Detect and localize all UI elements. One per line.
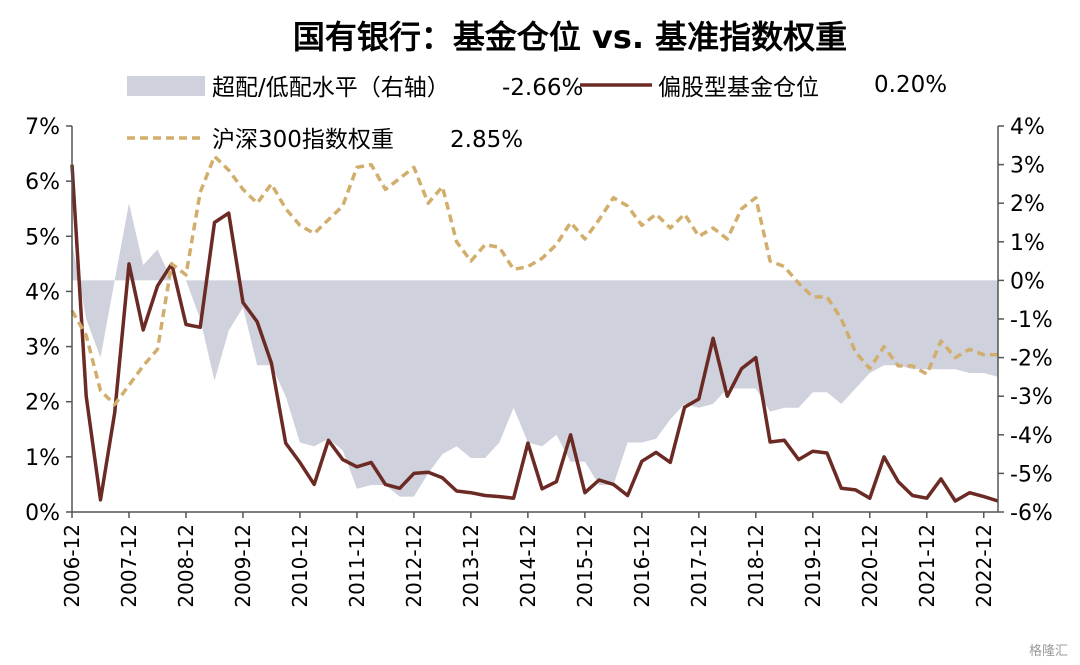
left-axis-tick-label: 2% (25, 391, 60, 416)
x-axis-tick-label: 2012-12 (402, 524, 426, 608)
x-axis-tick-label: 2008-12 (174, 524, 198, 608)
right-axis-tick-label: -2% (1010, 347, 1053, 372)
x-axis-tick-label: 2009-12 (231, 524, 255, 608)
area-series-layer (72, 203, 998, 497)
x-axis-tick-label: 2016-12 (630, 524, 654, 608)
left-axis-tick-label: 6% (25, 170, 60, 195)
axes: 0% 1% 2% 3% 4% 5% 6% 7% -6% -5% -4% -3% -2% -1% 0% 1% 2%… (25, 115, 1053, 608)
right-axis-tick-label: 1% (1010, 231, 1045, 256)
legend-label-overweight: 超配/低配水平（右轴） (212, 75, 450, 101)
line-series-layer (70, 154, 999, 503)
right-axis-tick-label: -5% (1010, 462, 1053, 487)
line-series-fund-position (70, 164, 999, 503)
right-axis-tick-label: -3% (1010, 385, 1053, 410)
x-axis-tick-label: 2011-12 (345, 524, 369, 608)
x-axis-tick-label: 2015-12 (573, 524, 597, 608)
left-axis-tick-label: 5% (25, 225, 60, 250)
line-series-hs300-weight (70, 154, 998, 407)
left-axis-tick-label: 7% (25, 115, 60, 140)
right-axis-tick-label: 2% (1010, 192, 1045, 217)
left-axis-tick-label: 0% (25, 501, 60, 526)
right-axis-tick-label: 3% (1010, 154, 1045, 179)
legend-label-fund: 偏股型基金仓位 (658, 75, 819, 101)
x-axis-tick-label: 2007-12 (117, 524, 141, 608)
chart-title: 国有银行：基金仓位 vs. 基准指数权重 (293, 18, 847, 56)
right-axis-tick-label: 4% (1010, 115, 1045, 140)
legend-label-hs300: 沪深300指数权重 (212, 127, 394, 153)
x-axis-tick-label: 2014-12 (516, 524, 540, 608)
left-axis-tick-label: 4% (25, 280, 60, 305)
right-axis-tick-label: -6% (1010, 501, 1053, 526)
legend-value-overweight: -2.66% (502, 75, 583, 101)
watermark: 格隆汇 (1028, 644, 1068, 659)
left-axis-tick-label: 3% (25, 336, 60, 361)
left-axis-tick-label: 1% (25, 446, 60, 471)
right-axis-tick-label: -1% (1010, 308, 1053, 333)
legend-value-fund: 0.20% (874, 72, 947, 98)
x-axis-tick-label: 2017-12 (687, 524, 711, 608)
legend-value-hs300: 2.85% (450, 127, 523, 153)
legend: 超配/低配水平（右轴） -2.66% 偏股型基金仓位 0.20% 沪深300指数… (127, 72, 947, 153)
area-series-overweight (72, 203, 998, 497)
x-axis-tick-label: 2010-12 (288, 524, 312, 608)
x-axis-tick-label: 2020-12 (858, 524, 882, 608)
x-axis-tick-label: 2022-12 (972, 524, 996, 608)
x-axis-tick-label: 2006-12 (60, 524, 84, 608)
right-axis-tick-label: 0% (1010, 269, 1045, 294)
x-axis-tick-label: 2013-12 (459, 524, 483, 608)
x-axis-tick-label: 2019-12 (801, 524, 825, 608)
x-axis-tick-label: 2018-12 (744, 524, 768, 608)
right-axis-tick-label: -4% (1010, 424, 1053, 449)
x-axis-tick-label: 2021-12 (915, 524, 939, 608)
legend-swatch-overweight (127, 76, 205, 96)
